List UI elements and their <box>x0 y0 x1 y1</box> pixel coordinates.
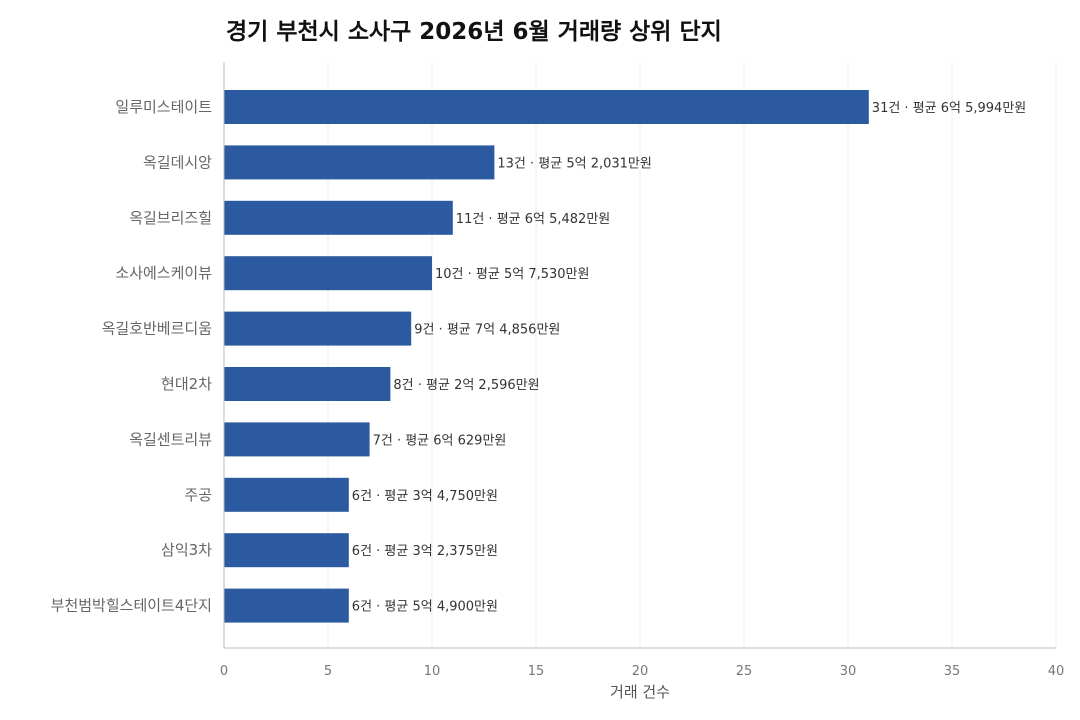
category-label: 옥길데시앙 <box>143 153 212 171</box>
bar <box>224 145 495 180</box>
bar <box>224 367 391 401</box>
x-tick-label: 0 <box>220 664 228 679</box>
x-tick-label: 20 <box>632 664 649 679</box>
chart-title: 경기 부천시 소사구 2026년 6월 거래량 상위 단지 <box>226 19 722 45</box>
bar <box>224 422 370 457</box>
category-label: 삼익3차 <box>161 541 212 559</box>
bar-value-label: 9건 · 평균 7억 4,856만원 <box>414 323 560 338</box>
x-axis-title: 거래 건수 <box>610 683 670 701</box>
bar-value-label: 6건 · 평균 3억 4,750만원 <box>352 489 498 504</box>
x-tick-label: 15 <box>528 664 545 679</box>
bar <box>224 477 349 512</box>
data-labels: 31건 · 평균 6억 5,994만원 13건 · 평균 5억 2,031만원 11… <box>352 101 1026 615</box>
x-tick-label: 25 <box>736 664 753 679</box>
bar <box>224 588 349 623</box>
bar-value-label: 10건 · 평균 5억 7,530만원 <box>435 267 589 282</box>
category-label: 현대2차 <box>161 375 212 393</box>
x-tick-label: 10 <box>424 664 441 679</box>
category-label: 일루미스테이트 <box>115 98 212 116</box>
category-label: 소사에스케이뷰 <box>115 264 212 282</box>
bar <box>224 311 412 346</box>
category-label: 옥길브리즈힐 <box>129 209 212 227</box>
bars <box>224 90 869 623</box>
bar-value-label: 13건 · 평균 5억 2,031만원 <box>497 156 651 171</box>
category-label: 주공 <box>184 486 212 504</box>
bar <box>224 90 869 124</box>
bar-value-label: 11건 · 평균 6억 5,482만원 <box>456 212 610 227</box>
category-label: 옥길호반베르디움 <box>102 320 212 338</box>
bar-value-label: 8건 · 평균 2억 2,596만원 <box>393 378 539 393</box>
bar <box>224 200 453 235</box>
x-tick-label: 40 <box>1048 664 1065 679</box>
x-tick-label: 5 <box>324 664 332 679</box>
x-tick-label: 35 <box>944 664 961 679</box>
category-label: 옥길센트리뷰 <box>129 430 212 448</box>
x-tick-label: 30 <box>840 664 857 679</box>
bar-value-label: 7건 · 평균 6억 629만원 <box>373 433 507 448</box>
bar <box>224 533 349 568</box>
x-tick-labels: 0 5 10 15 20 25 30 35 40 <box>220 664 1064 679</box>
bar-value-label: 6건 · 평균 5억 4,900만원 <box>352 600 498 615</box>
bar-value-label: 31건 · 평균 6억 5,994만원 <box>872 101 1026 116</box>
category-label: 부천범박힐스테이트4단지 <box>51 597 212 615</box>
category-labels: 일루미스테이트옥길데시앙옥길브리즈힐소사에스케이뷰옥길호반베르디움현대2차옥길센… <box>51 98 213 615</box>
bar-value-label: 6건 · 평균 3억 2,375만원 <box>352 544 498 559</box>
bar <box>224 256 432 291</box>
